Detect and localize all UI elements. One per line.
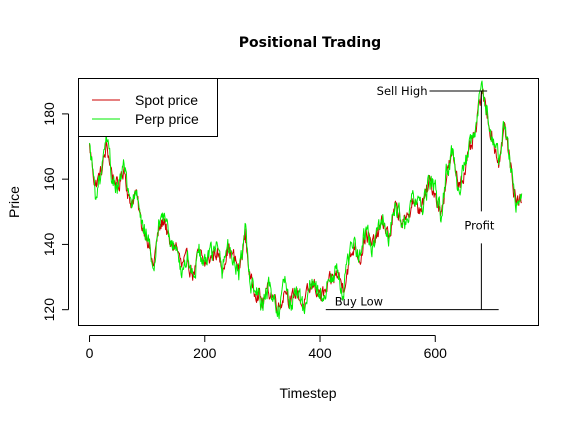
plot-layer [89,80,523,320]
annotations: Sell High Buy Low Profit [325,84,499,311]
y-axis-title: Price [6,186,22,218]
legend-label-1: Perp price [135,111,199,127]
series-line-1 [89,80,523,320]
chart-title: Positional Trading [239,35,381,51]
x-axis: 0 200 400 600 [86,335,448,361]
legend-box [78,78,218,137]
legend-label-0: Spot price [135,92,198,108]
x-tick-label: 400 [308,345,332,361]
y-tick-label: 140 [41,233,57,257]
x-tick-label: 0 [86,345,94,361]
y-axis: 120 140 160 180 [41,102,69,321]
plot-frame [78,78,539,326]
profit-label: Profit [464,218,494,232]
y-tick-label: 160 [41,167,57,191]
x-axis-title: Timestep [279,385,336,401]
y-tick-label: 120 [41,298,57,322]
x-tick-label: 600 [424,345,448,361]
buy-low-label: Buy Low [335,295,383,309]
sell-high-label: Sell High [377,84,428,98]
legend: Spot price Perp price [78,78,218,137]
y-tick-label: 180 [41,102,57,126]
x-tick-label: 200 [193,345,217,361]
